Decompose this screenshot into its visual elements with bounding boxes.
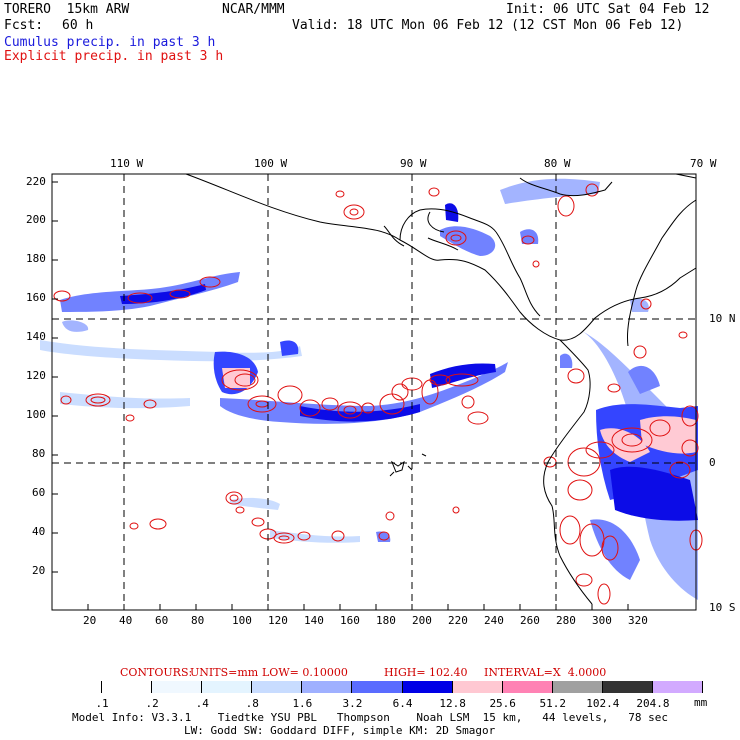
colorbar-label: 3.2: [342, 697, 363, 710]
x-tick-label: 180: [376, 614, 396, 627]
x-tick-label: 220: [448, 614, 468, 627]
y-tick-label: 60: [32, 486, 46, 499]
colorbar-label: 6.4: [392, 697, 413, 710]
model-name: TORERO 15km ARW: [4, 2, 130, 17]
y-tick-label: 80: [32, 447, 46, 460]
colorbar-unit: mm: [694, 696, 708, 709]
colorbar-swatch: [452, 681, 503, 693]
colorbar-swatch: [652, 681, 703, 693]
colorbar-swatch: [252, 681, 303, 693]
colorbar-swatch: [302, 681, 353, 693]
colorbar-label: 25.6: [489, 697, 516, 710]
lon-label-70w: 70 W: [690, 157, 717, 170]
contours-prefix: CONTOURS:: [120, 666, 193, 679]
y-tick-label: 180: [26, 252, 46, 265]
init-time: Init: 06 UTC Sat 04 Feb 12: [506, 2, 710, 17]
y-tick-label: 220: [26, 175, 46, 188]
colorbar-swatch: [202, 681, 253, 693]
colorbar-label: .2: [145, 697, 159, 710]
lat-label-0: 0: [709, 456, 716, 469]
contours-low: LOW= 0.10000: [262, 666, 348, 679]
colorbar-label: .1: [95, 697, 109, 710]
lat-label-10n: 10 N: [709, 312, 736, 325]
model-info-line1: Model Info: V3.3.1 Tiedtke YSU PBL Thomp…: [72, 711, 669, 724]
y-tick-label: 140: [26, 330, 46, 343]
x-tick-label: 300: [592, 614, 612, 627]
colorbar-swatch: [52, 681, 103, 693]
lat-label-10s: 10 S: [709, 601, 736, 614]
lon-label-90w: 90 W: [400, 157, 427, 170]
x-tick-label: 60: [155, 614, 169, 627]
lon-label-80w: 80 W: [544, 157, 571, 170]
colorbar-swatch: [552, 681, 603, 693]
colorbar-swatch: [102, 681, 153, 693]
model-info-line2: LW: Godd SW: Goddard DIFF, simple KM: 2D…: [184, 724, 496, 737]
colorbar-swatch: [402, 681, 453, 693]
colorbar-swatch: [352, 681, 403, 693]
colorbar-swatch: [602, 681, 653, 693]
cumulus-precip-areas: [40, 178, 698, 600]
colorbar-label: 51.2: [539, 697, 567, 710]
y-tick-label: 20: [32, 564, 46, 577]
x-tick-label: 80: [191, 614, 205, 627]
x-tick-label: 100: [232, 614, 252, 627]
colorbar-label: 1.6: [292, 697, 313, 710]
lon-label-110w: 110 W: [110, 157, 144, 170]
explicit-legend: Explicit precip. in past 3 h: [4, 49, 224, 64]
x-tick-label: 200: [412, 614, 432, 627]
x-tick-label: 140: [304, 614, 324, 627]
colorbar-label: 102.4: [586, 697, 620, 710]
colorbar-label: .8: [245, 697, 259, 710]
contours-high: HIGH= 102.40: [384, 666, 468, 679]
x-tick-label: 120: [268, 614, 288, 627]
contours-interval: INTERVAL=X 4.0000: [484, 666, 607, 679]
contours-units: UNITS=mm: [190, 666, 259, 679]
y-tick-label: 120: [26, 369, 46, 382]
lat-lon-grid: [52, 174, 696, 610]
forecast-label: Fcst:: [4, 18, 44, 33]
colorbar-swatch: [502, 681, 553, 693]
x-tick-label: 240: [484, 614, 504, 627]
colorbar-label: 204.8: [636, 697, 670, 710]
cumulus-legend: Cumulus precip. in past 3 h: [4, 35, 216, 50]
center-name: NCAR/MMM: [222, 2, 285, 17]
x-tick-label: 20: [83, 614, 97, 627]
coastlines: [185, 173, 697, 605]
forecast-hours: 60 h: [62, 18, 94, 33]
x-tick-label: 160: [340, 614, 360, 627]
x-tick-label: 260: [520, 614, 540, 627]
y-tick-label: 100: [26, 408, 46, 421]
colorbar-swatch: [152, 681, 203, 693]
x-tick-label: 320: [628, 614, 648, 627]
axis-ticks: [52, 181, 629, 610]
y-tick-label: 200: [26, 213, 46, 226]
map-frame: [51, 173, 697, 611]
y-tick-label: 40: [32, 525, 46, 538]
x-tick-label: 40: [119, 614, 133, 627]
lon-label-100w: 100 W: [254, 157, 288, 170]
colorbar-label: .4: [195, 697, 209, 710]
x-tick-label: 280: [556, 614, 576, 627]
colorbar-label: 12.8: [439, 697, 466, 710]
valid-time: Valid: 18 UTC Mon 06 Feb 12 (12 CST Mon …: [292, 18, 684, 33]
y-tick-label: 160: [26, 291, 46, 304]
